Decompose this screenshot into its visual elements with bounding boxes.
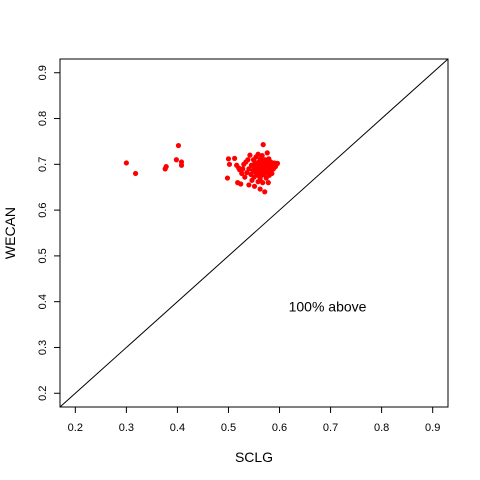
data-point — [226, 161, 233, 167]
data-point — [246, 182, 252, 188]
x-tick-label: 0.2 — [68, 422, 83, 434]
data-point — [262, 189, 268, 195]
data-point — [265, 180, 271, 186]
x-axis-title: SCLG — [235, 449, 273, 465]
data-point — [242, 174, 248, 180]
x-tick-label: 0.7 — [323, 422, 338, 434]
data-point — [132, 170, 139, 177]
y-tick-label: 0.2 — [37, 386, 49, 401]
data-point — [175, 142, 182, 149]
data-point — [246, 166, 252, 172]
y-tick-label: 0.9 — [37, 65, 49, 80]
data-point — [269, 170, 275, 177]
data-point — [260, 180, 266, 186]
data-point — [163, 164, 169, 170]
y-tick-label: 0.5 — [37, 248, 49, 263]
data-point — [225, 156, 232, 162]
data-point — [245, 157, 251, 163]
data-point — [123, 160, 129, 166]
data-point — [274, 160, 281, 166]
data-point — [239, 170, 245, 177]
y-tick-label: 0.8 — [37, 111, 49, 126]
data-point — [255, 151, 261, 157]
y-tick-label: 0.4 — [37, 294, 49, 309]
data-point — [259, 153, 265, 159]
x-tick-label: 0.5 — [221, 422, 236, 434]
data-point — [238, 181, 244, 187]
x-tick-label: 0.4 — [170, 422, 185, 434]
x-tick-label: 0.8 — [374, 422, 389, 434]
plot-frame — [59, 58, 449, 408]
data-point — [251, 183, 258, 189]
y-tick-label: 0.7 — [37, 157, 49, 172]
y-axis-title: WECAN — [2, 207, 18, 259]
annotation-100-above: 100% above — [289, 298, 367, 314]
data-point — [257, 186, 263, 192]
data-point — [232, 155, 238, 161]
identity-reference-line — [59, 58, 449, 408]
data-point — [240, 166, 246, 172]
x-tick-label: 0.6 — [272, 422, 287, 434]
x-tick-label: 0.9 — [425, 422, 440, 434]
data-point — [260, 142, 266, 148]
y-tick-label: 0.6 — [37, 202, 49, 217]
data-point — [247, 152, 253, 158]
x-tick-label: 0.3 — [119, 422, 134, 434]
y-tick-label: 0.3 — [37, 340, 49, 355]
data-point — [173, 157, 179, 163]
data-point — [224, 175, 231, 181]
data-point — [178, 162, 185, 168]
data-point — [264, 150, 270, 156]
